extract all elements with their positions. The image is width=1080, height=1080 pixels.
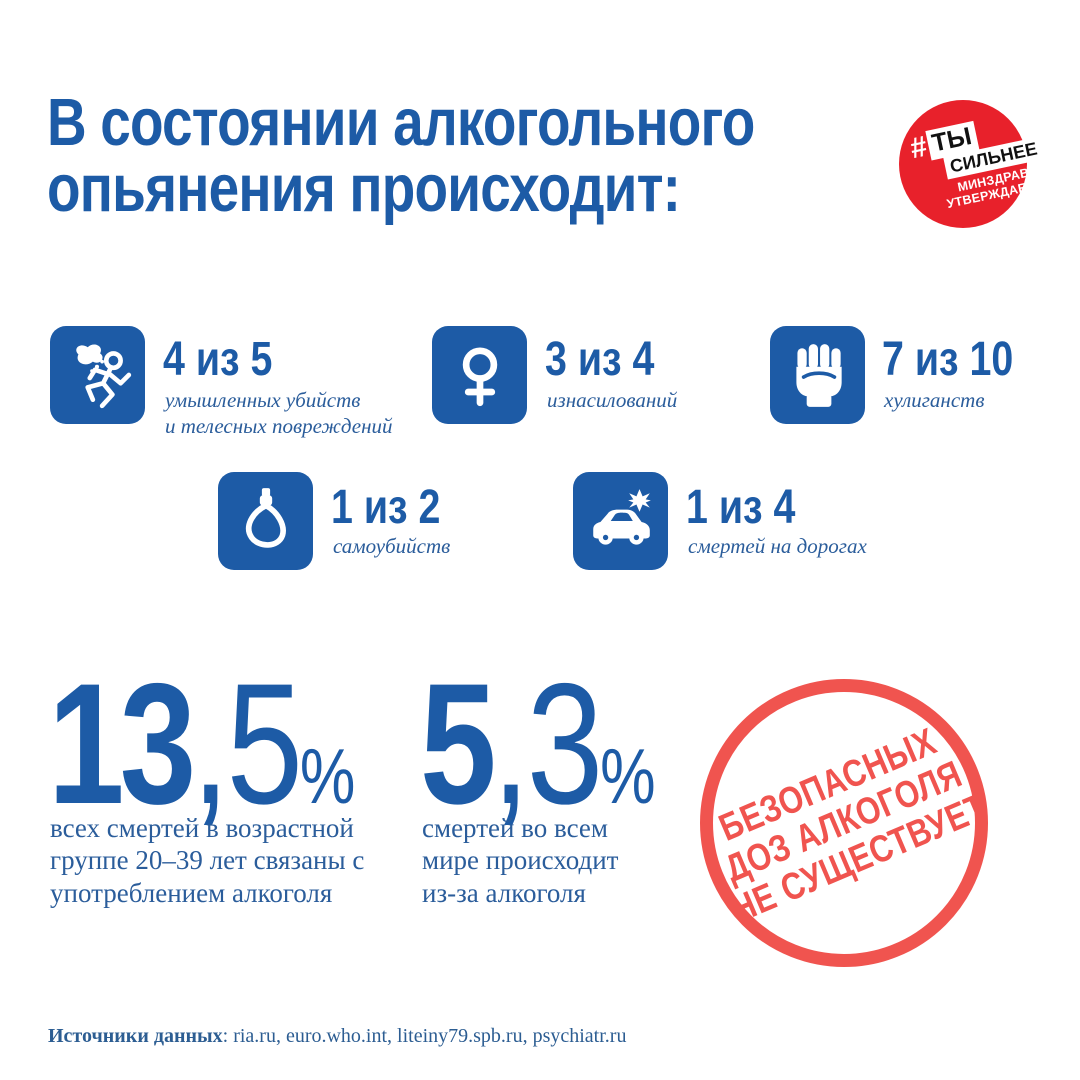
stat-ratio: 1 из 4 (686, 481, 796, 534)
stat-icon-box-rapes (432, 326, 527, 424)
big-stat-desc-2: смертей во всем мире происходит из-за ал… (422, 813, 619, 908)
percent-sign: % (600, 732, 656, 820)
stat-ratio: 1 из 2 (331, 481, 441, 534)
chalk-outline-body-icon (75, 344, 131, 409)
big-stat-desc-1: всех смертей в возрастной группе 20–39 л… (50, 813, 365, 908)
campaign-badge: # ТЫ СИЛЬНЕЕ МИНЗДРАВ УТВЕРЖДАЕТ! (899, 100, 1045, 228)
big-stat-value-2: 5,3% (420, 648, 656, 840)
female-symbol-icon (462, 347, 497, 407)
stat-ratio: 3 из 4 (545, 333, 655, 386)
page-title-line2: опьянения происходит: (47, 151, 681, 227)
warning-stamp: БЕЗОПАСНЫХ ДОЗ АЛКОГОЛЯ НЕ СУЩЕСТВУЕТ (700, 679, 993, 967)
stat-label: хулиганств (884, 388, 985, 412)
stat-ratio: 4 из 5 (163, 333, 273, 386)
stat-icon-box-suicides (218, 472, 313, 570)
percent-sign: % (299, 732, 356, 820)
stat-icon-box-road-deaths (573, 472, 668, 570)
stat-label: смертей на дорогах (688, 534, 867, 558)
fist-icon (795, 344, 842, 407)
big-stat-value-1: 13,5% (48, 648, 356, 840)
stat-ratio: 7 из 10 (882, 333, 1014, 386)
stat-label: самоубийств (333, 534, 451, 558)
page-title: В состоянии алкогольного опьянения проис… (47, 85, 910, 227)
warning-stamp-text: БЕЗОПАСНЫХ ДОЗ АЛКОГОЛЯ НЕ СУЩЕСТВУЕТ (713, 720, 993, 932)
data-sources: Источники данных: ria.ru, euro.who.int, … (48, 1025, 626, 1048)
campaign-badge-content: # ТЫ СИЛЬНЕЕ МИНЗДРАВ УТВЕРЖДАЕТ! (887, 88, 1045, 240)
page-title-line1: В состоянии алкогольного (47, 85, 755, 160)
stat-label: изнасилований (547, 388, 678, 412)
stat-icon-box-hooliganism (770, 326, 865, 424)
data-sources-label: Источники данных (48, 1025, 223, 1047)
data-sources-list: : ria.ru, euro.who.int, liteiny79.spb.ru… (222, 1025, 627, 1047)
stat-label: умышленных убийств и телесных повреждени… (165, 388, 393, 438)
stat-icon-box-murders (50, 326, 145, 424)
noose-icon (245, 488, 286, 548)
car-crash-icon (592, 489, 651, 545)
